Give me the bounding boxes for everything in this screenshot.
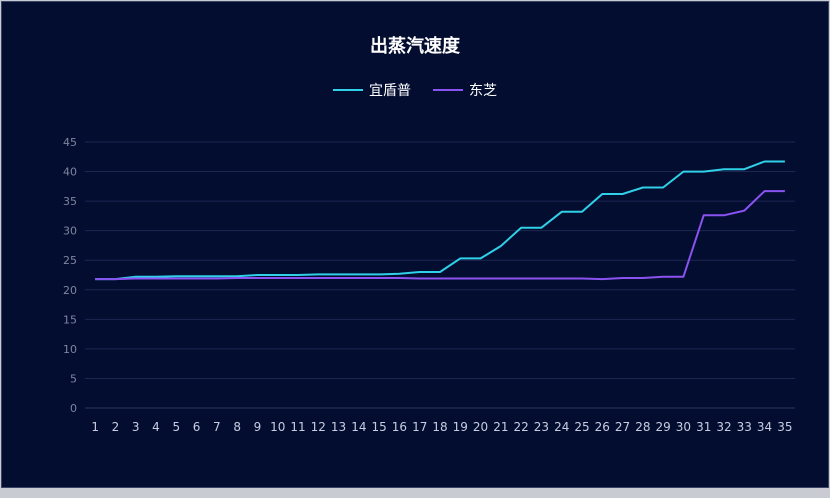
x-tick-label-29: 29 [656,420,671,434]
x-tick-label-34: 34 [757,420,772,434]
y-tick-label-45: 45 [63,136,77,149]
x-tick-label-19: 19 [453,420,468,434]
legend-entry-1[interactable]: 宜盾普 [333,80,411,100]
x-tick-label-13: 13 [331,420,346,434]
legend-label-1: 宜盾普 [369,83,411,99]
x-tick-label-7: 7 [213,420,221,434]
x-tick-label-1: 1 [91,420,99,434]
x-tick-label-11: 11 [290,420,305,434]
x-tick-label-3: 3 [132,420,140,434]
legend-entry-2[interactable]: 东芝 [433,80,497,100]
legend-swatch-1 [333,89,363,91]
series-line-1 [95,160,785,281]
x-tick-label-32: 32 [716,420,731,434]
x-tick-label-20: 20 [473,420,488,434]
x-tick-label-21: 21 [493,420,508,434]
y-tick-label-35: 35 [63,195,77,208]
x-tick-label-6: 6 [193,420,201,434]
y-tick-label-30: 30 [63,225,77,238]
x-tick-label-33: 33 [737,420,752,434]
x-tick-label-31: 31 [696,420,711,434]
x-tick-label-2: 2 [112,420,120,434]
y-tick-label-0: 0 [70,402,77,415]
x-tick-label-30: 30 [676,420,691,434]
series-line-2 [95,190,785,281]
x-tick-label-4: 4 [152,420,160,434]
chart-legend: 宜盾普 东芝 [0,80,830,100]
x-tick-label-27: 27 [615,420,630,434]
legend-swatch-2 [433,89,463,91]
y-tick-label-10: 10 [63,343,77,356]
x-tick-label-5: 5 [172,420,180,434]
y-tick-label-20: 20 [63,284,77,297]
y-tick-label-5: 5 [70,372,77,385]
x-tick-label-9: 9 [254,420,262,434]
x-tick-label-18: 18 [432,420,447,434]
x-tick-label-12: 12 [311,420,326,434]
chart-frame [1,1,829,488]
y-tick-label-40: 40 [63,166,77,179]
chart-title: 出蒸汽速度 [370,36,460,57]
x-tick-label-22: 22 [514,420,529,434]
y-tick-label-25: 25 [63,254,77,267]
y-tick-label-15: 15 [63,313,77,326]
x-tick-label-16: 16 [392,420,407,434]
legend-label-2: 东芝 [469,83,497,99]
x-tick-label-14: 14 [351,420,366,434]
x-tick-label-25: 25 [574,420,589,434]
x-tick-label-23: 23 [534,420,549,434]
x-tick-label-35: 35 [777,420,792,434]
x-tick-label-17: 17 [412,420,427,434]
x-tick-label-28: 28 [635,420,650,434]
x-tick-label-24: 24 [554,420,569,434]
x-tick-label-10: 10 [270,420,285,434]
x-tick-label-26: 26 [595,420,610,434]
x-tick-label-15: 15 [372,420,387,434]
x-tick-label-8: 8 [233,420,241,434]
